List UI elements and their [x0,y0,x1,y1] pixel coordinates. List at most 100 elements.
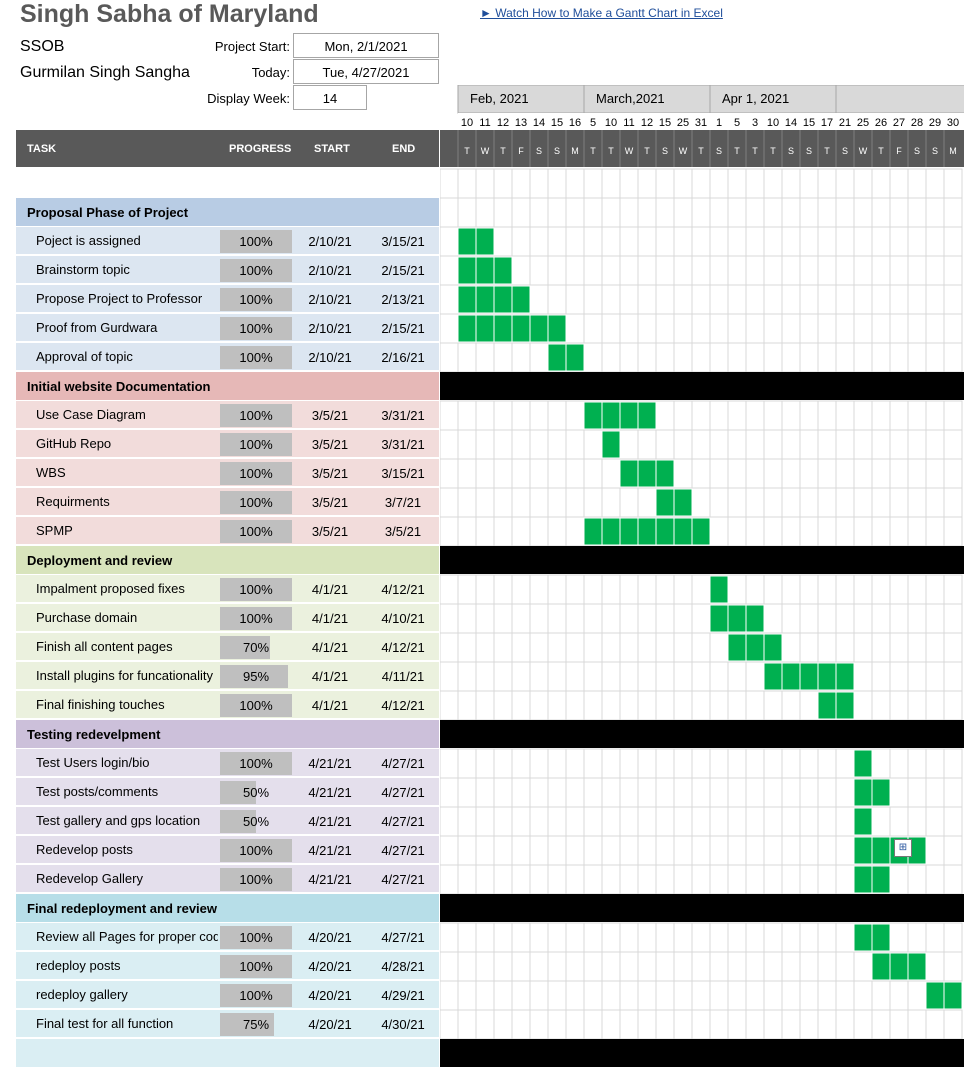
gantt-cell [583,255,603,286]
quick-analysis-icon[interactable]: ⊞ [894,839,912,857]
gantt-cell [709,864,729,895]
gantt-cell [601,980,621,1011]
gantt-cell [943,255,963,286]
gantt-cell [709,458,729,489]
gantt-cell [817,458,837,489]
gantt-cell [781,603,801,634]
gantt-cell [781,487,801,518]
gantt-tutorial-link[interactable]: ► Watch How to Make a Gantt Chart in Exc… [480,6,723,20]
task-row[interactable]: SPMP 100% 3/5/21 3/5/21 [16,517,439,545]
phase-header[interactable]: Testing redevelpment [16,720,439,748]
task-row[interactable]: Approval of topic 100% 2/10/21 2/16/21 [16,343,439,371]
task-row[interactable]: Proof from Gurdwara 100% 2/10/21 2/15/21 [16,314,439,342]
task-row[interactable]: Final test for all function 75% 4/20/21 4/3… [16,1010,439,1038]
phase-header[interactable]: Proposal Phase of Project [16,198,439,226]
gantt-cell [565,255,585,286]
gantt-cell [673,458,693,489]
gantt-cell [691,342,711,373]
task-end-date: 4/27/21 [381,872,425,887]
phase-header[interactable]: Final redeployment and review [16,894,439,922]
gantt-cell [619,748,639,779]
task-name: Test Users login/bio [36,755,150,770]
gantt-cell [475,168,495,199]
gantt-cell [817,226,837,257]
gantt-cell [835,255,855,286]
gantt-cell [529,632,549,663]
gantt-cell [871,690,891,721]
task-row[interactable]: Purchase domain 100% 4/1/21 4/10/21 [16,604,439,632]
weekday-label: S [662,146,668,156]
gantt-cell [691,487,711,518]
display-week-field[interactable]: 14 [293,85,367,110]
phase-bar [440,720,964,748]
task-row[interactable]: Propose Project to Professor 100% 2/10/21 2… [16,285,439,313]
gantt-cell [565,226,585,257]
project-start-field[interactable]: Mon, 2/1/2021 [293,33,439,58]
gantt-cell [547,748,567,779]
gantt-cell [727,516,747,547]
gantt-cell [655,748,675,779]
gantt-bar [619,459,639,488]
gantt-cell [745,574,765,605]
task-row[interactable]: Test posts/comments 50% 4/21/21 4/27/21 [16,778,439,806]
task-row[interactable]: redeploy gallery 100% 4/20/21 4/29/21 [16,981,439,1009]
task-row[interactable]: Review all Pages for proper coding 100% 4/… [16,923,439,951]
phase-header[interactable]: Deployment and review [16,546,439,574]
gantt-cell [440,748,459,779]
task-row[interactable]: Install plugins for funcationality 95% 4/1… [16,662,439,690]
gantt-cell [799,864,819,895]
gantt-cell [565,197,585,228]
gantt-cell [691,661,711,692]
gantt-cell [673,777,693,808]
task-row[interactable]: Finish all content pages 70% 4/1/21 4/12/21 [16,633,439,661]
gantt-cell [457,980,477,1011]
gantt-cell [907,574,927,605]
gantt-cell [943,487,963,518]
gantt-cell [637,748,657,779]
task-row[interactable]: Test gallery and gps location 50% 4/21/21 4… [16,807,439,835]
task-row[interactable]: WBS 100% 3/5/21 3/15/21 [16,459,439,487]
gantt-cell [619,980,639,1011]
gantt-cell [493,806,513,837]
gantt-cell [511,835,531,866]
gantt-cell [835,632,855,663]
gantt-cell [889,864,909,895]
gantt-cell [781,400,801,431]
gantt-cell [529,748,549,779]
phase-header[interactable]: Initial website Documentation [16,372,439,400]
gantt-cell [565,1009,585,1040]
task-row[interactable]: redeploy posts 100% 4/20/21 4/28/21 [16,952,439,980]
gantt-cell [799,226,819,257]
day-label: 1 [716,117,722,129]
gantt-cell [619,574,639,605]
gantt-cell [457,690,477,721]
empty-row[interactable] [16,1039,439,1067]
task-end-date: 4/10/21 [381,611,425,626]
gantt-cell [907,342,927,373]
gantt-cell [943,951,963,982]
task-start-date: 2/10/21 [308,263,352,278]
gantt-cell [440,632,459,663]
gantt-bar [493,314,513,343]
gantt-cell [637,951,657,982]
task-end-date: 2/15/21 [381,263,425,278]
task-row[interactable]: Use Case Diagram 100% 3/5/21 3/31/21 [16,401,439,429]
gantt-cell [457,197,477,228]
gantt-cell [547,922,567,953]
task-row[interactable]: Redevelop Gallery 100% 4/21/21 4/27/21 [16,865,439,893]
task-start-date: 3/5/21 [311,524,349,539]
task-row[interactable]: Brainstorm topic 100% 2/10/21 2/15/21 [16,256,439,284]
gantt-cell [889,632,909,663]
gantt-cell [637,226,657,257]
task-row[interactable]: GitHub Repo 100% 3/5/21 3/31/21 [16,430,439,458]
today-field[interactable]: Tue, 4/27/2021 [293,59,439,84]
task-row[interactable]: Final finishing touches 100% 4/1/21 4/12/21 [16,691,439,719]
task-row[interactable]: Poject is assigned 100% 2/10/21 3/15/21 [16,227,439,255]
task-row[interactable]: Requirments 100% 3/5/21 3/7/21 [16,488,439,516]
task-row[interactable]: Redevelop posts 100% 4/21/21 4/27/21 [16,836,439,864]
task-row[interactable]: Test Users login/bio 100% 4/21/21 4/27/21 [16,749,439,777]
gantt-cell [619,168,639,199]
phase-bar [440,1039,964,1067]
task-row[interactable]: Impalment proposed fixes 100% 4/1/21 4/12/2… [16,575,439,603]
gantt-cell [763,951,783,982]
